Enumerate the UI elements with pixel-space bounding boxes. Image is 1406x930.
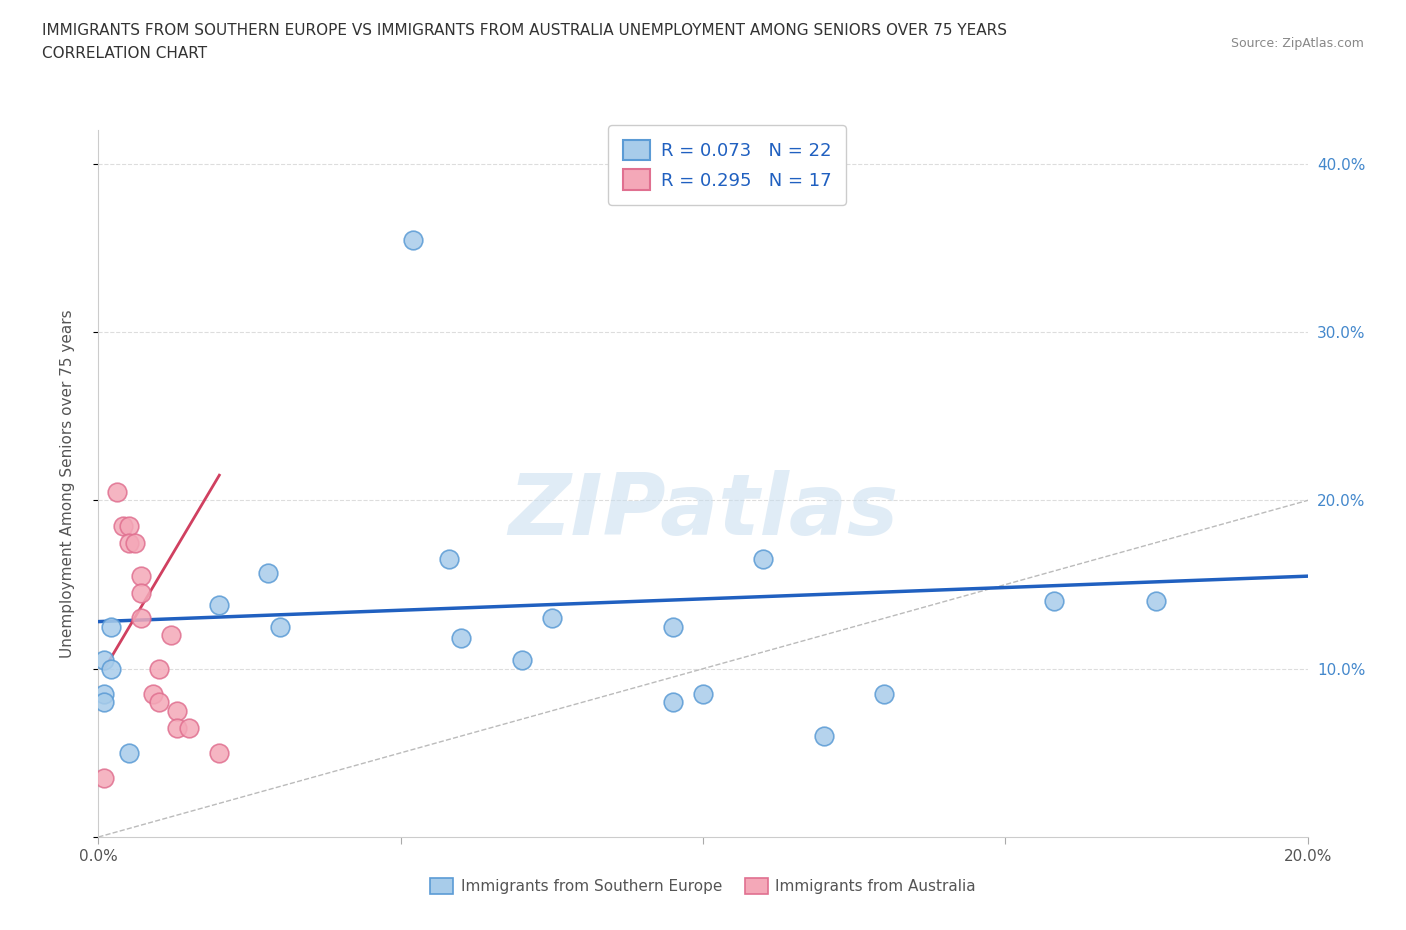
Point [93,695,115,710]
Point [437,551,460,566]
Point [93,771,115,786]
Text: Source: ZipAtlas.com: Source: ZipAtlas.com [1230,37,1364,50]
Point [129,611,152,626]
Point [118,746,141,761]
Point [160,628,183,643]
Point [148,695,170,710]
Text: ZIPatlas: ZIPatlas [508,471,898,553]
Point [148,661,170,676]
Legend: R = 0.073   N = 22, R = 0.295   N = 17: R = 0.073 N = 22, R = 0.295 N = 17 [609,126,846,205]
Point [93,653,115,668]
Point [124,535,146,550]
Y-axis label: Unemployment Among Seniors over 75 years: Unemployment Among Seniors over 75 years [60,310,75,658]
Point [1042,594,1064,609]
Point [142,686,165,701]
Point [752,551,775,566]
Point [662,619,685,634]
Point [692,686,714,701]
Point [129,586,152,601]
Point [179,720,201,735]
Point [510,653,533,668]
Point [540,611,562,626]
Point [111,518,134,533]
Point [662,695,685,710]
Point [813,728,835,743]
Point [118,518,141,533]
Point [118,535,141,550]
Point [166,720,188,735]
Point [93,686,115,701]
Point [1144,594,1167,609]
Point [166,703,188,718]
Point [256,565,278,580]
Text: IMMIGRANTS FROM SOUTHERN EUROPE VS IMMIGRANTS FROM AUSTRALIA UNEMPLOYMENT AMONG : IMMIGRANTS FROM SOUTHERN EUROPE VS IMMIG… [42,23,1007,38]
Point [100,619,122,634]
Point [129,569,152,584]
Text: CORRELATION CHART: CORRELATION CHART [42,46,207,61]
Point [208,746,231,761]
Point [450,631,472,645]
Point [105,485,128,499]
Point [208,597,231,612]
Point [873,686,896,701]
Point [269,619,291,634]
Point [402,232,425,247]
Point [100,661,122,676]
